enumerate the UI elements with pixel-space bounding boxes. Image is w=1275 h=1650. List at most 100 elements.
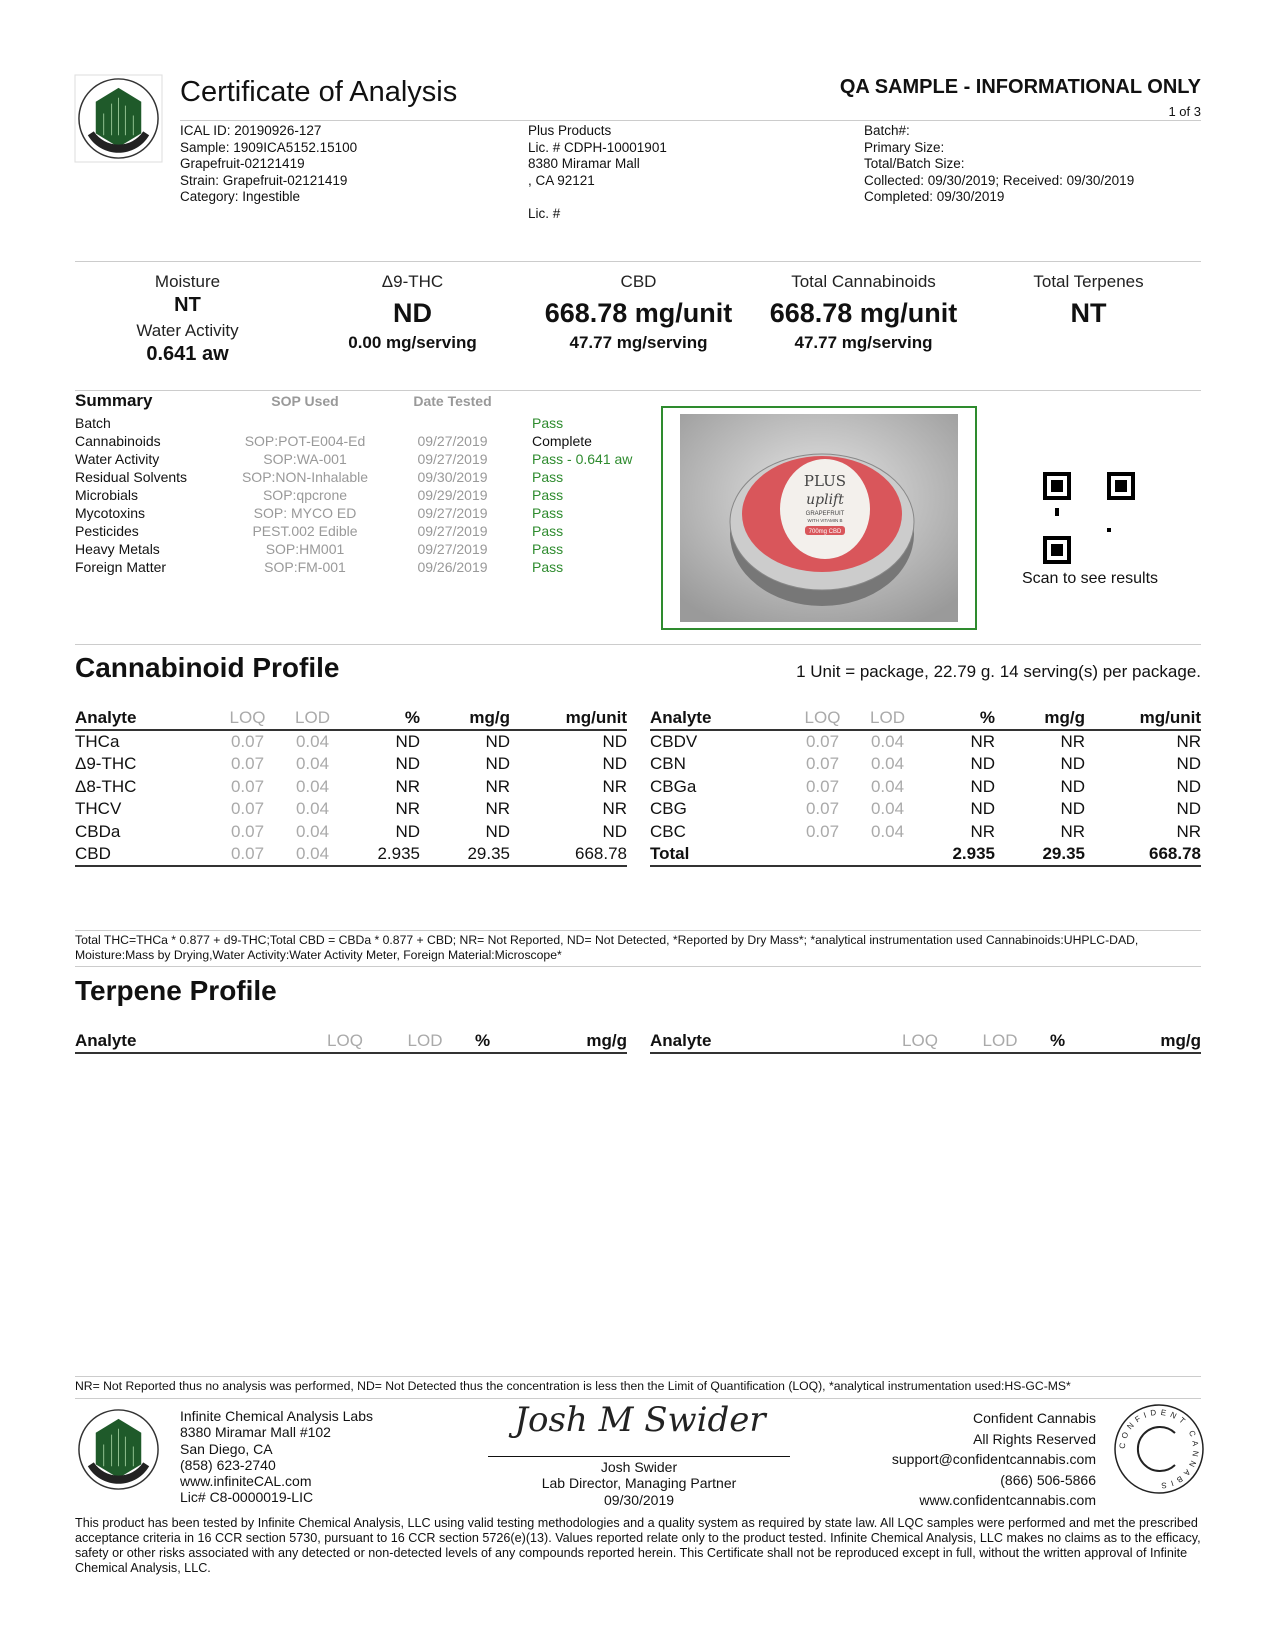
table-cell: NR (1176, 822, 1201, 842)
table-cell: 0.07 (230, 822, 265, 842)
disclaimer: This product has been tested by Infinite… (75, 1516, 1201, 1575)
table-cell: 2.935 (345, 843, 420, 868)
metric-d9thc: Δ9-THC ND 0.00 mg/serving (348, 272, 477, 352)
cc-contact: Confident Cannabis All Rights Reserved s… (892, 1408, 1096, 1511)
table-cell: NR (602, 776, 627, 796)
table-cell: 0.07 (805, 754, 840, 774)
table-cell: 0.07 (230, 799, 265, 819)
table-cell: 0.07 (805, 731, 840, 751)
terpene-table-right: Analyte LOQ LOD % mg/g (650, 1031, 1201, 1054)
summary-row: Microbials SOP:qpcrone 09/29/2019 Pass (75, 486, 632, 504)
unit-note: 1 Unit = package, 22.79 g. 14 serving(s)… (796, 662, 1201, 681)
cannabinoid-footnote: Total THC=THCa * 0.877 + d9-THC;Total CB… (75, 933, 1139, 962)
table-cell: ND (485, 754, 510, 774)
table-cell: 0.04 (870, 731, 905, 751)
summary-result: Pass (532, 505, 564, 521)
support-email[interactable]: support@confidentcannabis.com (891, 1451, 1096, 1467)
table-row: Δ8-THC 0.07 0.04 NR NR NR (75, 775, 627, 798)
summary-sop (225, 414, 385, 432)
svg-text:WITH VITAMIN B: WITH VITAMIN B (808, 518, 843, 523)
table-cell: ND (970, 799, 995, 819)
svg-text:uplift: uplift (806, 492, 844, 508)
table-cell: ND (970, 776, 995, 796)
table-cell: 0.07 (805, 799, 840, 819)
table-cell: ND (1176, 754, 1201, 774)
table-cell: ND (395, 822, 420, 842)
table-cell: 0.04 (870, 776, 905, 796)
summary-row: Heavy Metals SOP:HM001 09/27/2019 Pass (75, 540, 632, 558)
table-cell: 0.04 (280, 843, 345, 868)
table-row: THCV 0.07 0.04 NR NR NR (75, 798, 627, 821)
qr-caption: Scan to see results (1021, 570, 1159, 587)
table-cell: ND (485, 822, 510, 842)
table-row: Δ9-THC 0.07 0.04 ND ND ND (75, 753, 627, 776)
table-row: CBC 0.07 0.04 NR NR NR (650, 821, 1201, 844)
column-header: % (345, 708, 420, 731)
qr-code-icon[interactable] (1043, 472, 1135, 564)
table-cell: CBDV (650, 731, 698, 751)
summary-row: Mycotoxins SOP: MYCO ED 09/27/2019 Pass (75, 504, 632, 522)
table-cell: 0.07 (230, 754, 265, 774)
summary-row: Residual Solvents SOP:NON-Inhalable 09/3… (75, 468, 632, 486)
lab-contact: Infinite Chemical Analysis Labs 8380 Mir… (180, 1408, 373, 1506)
qa-notice: QA SAMPLE - INFORMATIONAL ONLY (839, 76, 1201, 98)
column-header: LOD (280, 708, 345, 731)
svg-text:GRAPEFRUIT: GRAPEFRUIT (806, 511, 845, 517)
table-cell (790, 843, 855, 868)
cc-website[interactable]: www.confidentcannabis.com (919, 1492, 1096, 1508)
lab-logo (74, 74, 163, 163)
table-cell: 29.35 (420, 843, 510, 868)
terpene-footnote: NR= Not Reported thus no analysis was pe… (75, 1379, 1071, 1393)
summary-test: Water Activity (75, 451, 160, 467)
table-row: CBDa 0.07 0.04 ND ND ND (75, 821, 627, 844)
table-cell: 668.78 (510, 843, 627, 868)
table-cell: Δ9-THC (75, 754, 137, 774)
table-row: THCa 0.07 0.04 ND ND ND (75, 730, 627, 753)
document-title: Certificate of Analysis (180, 76, 458, 108)
metric-cbd: CBD 668.78 mg/unit 47.77 mg/serving (544, 272, 733, 352)
table-cell: 0.04 (870, 822, 905, 842)
table-cell: NR (1060, 731, 1085, 751)
summary-sop: SOP:POT-E004-Ed (244, 433, 366, 449)
summary-sop: SOP:qpcrone (262, 487, 348, 503)
summary-result: Pass (532, 559, 564, 575)
summary-test: Pesticides (75, 523, 139, 539)
table-cell: ND (970, 754, 995, 774)
table-cell: CBG (650, 799, 687, 819)
summary-test: Residual Solvents (75, 469, 188, 485)
column-header: Analyte (650, 708, 790, 731)
lab-logo-footer (78, 1409, 159, 1490)
lab-website[interactable]: www.infiniteCAL.com (180, 1473, 312, 1490)
column-header: % (920, 708, 995, 731)
table-cell: ND (1060, 776, 1085, 796)
summary-row: Batch Pass (75, 414, 632, 432)
table-cell: Total (650, 843, 790, 868)
summary-test: Foreign Matter (75, 559, 167, 575)
table-cell: 0.07 (230, 776, 265, 796)
table-cell: CBDa (75, 822, 121, 842)
table-cell: 0.07 (805, 776, 840, 796)
table-row: Total 2.935 29.35 668.78 (650, 843, 1201, 868)
summary-sop: SOP:WA-001 (263, 451, 347, 467)
table-cell: NR (395, 776, 420, 796)
table-cell: ND (485, 731, 510, 751)
column-header: LOQ (215, 708, 280, 731)
summary-date: 09/27/2019 (417, 541, 488, 557)
summary-result: Pass (532, 415, 564, 431)
table-cell: ND (1176, 799, 1201, 819)
table-cell: 0.04 (295, 731, 330, 751)
table-cell: 0.04 (295, 822, 330, 842)
cannabinoid-profile-title: Cannabinoid Profile (75, 652, 340, 683)
table-cell: Δ8-THC (75, 776, 137, 796)
summary-date: 09/27/2019 (417, 505, 488, 521)
summary-test: Microbials (75, 487, 139, 503)
svg-text:PLUS: PLUS (804, 472, 846, 490)
table-cell: CBGa (650, 776, 697, 796)
table-cell: NR (970, 731, 995, 751)
sample-info: ICAL ID: 20190926-127 Sample: 1909ICA515… (180, 123, 358, 204)
table-cell: ND (602, 731, 627, 751)
table-cell: 0.04 (870, 799, 905, 819)
table-cell: 668.78 (1085, 843, 1201, 868)
table-cell: ND (395, 731, 420, 751)
table-cell: 0.04 (870, 754, 905, 774)
